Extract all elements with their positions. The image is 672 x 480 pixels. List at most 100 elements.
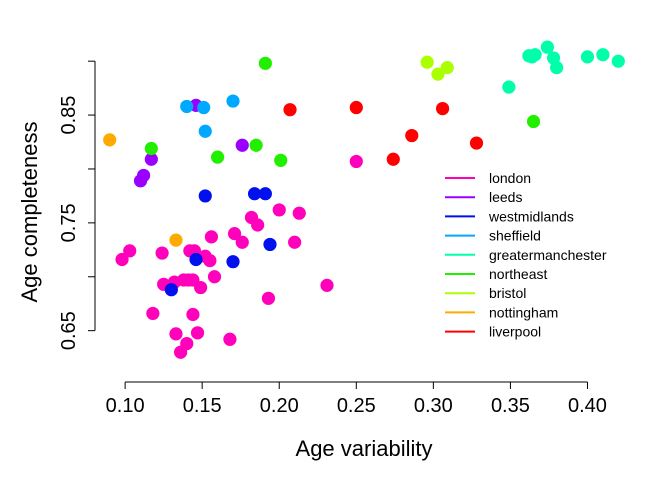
data-point <box>526 114 541 129</box>
data-point <box>320 278 334 292</box>
data-point <box>164 283 178 297</box>
data-point <box>197 100 211 115</box>
series-bristol <box>420 55 454 81</box>
data-point <box>235 138 249 152</box>
data-point <box>180 336 194 351</box>
data-point <box>189 252 203 267</box>
data-point <box>258 56 272 70</box>
data-point <box>440 61 454 75</box>
data-point <box>349 100 363 115</box>
data-point <box>137 168 151 183</box>
legend-label: greatermanchester <box>489 247 607 263</box>
x-tick-label: 0.20 <box>260 395 299 417</box>
y-tick-label: 0.85 <box>58 96 80 135</box>
data-point <box>580 50 595 64</box>
data-point <box>528 48 542 62</box>
legend-item-liverpool: liverpool <box>445 324 541 340</box>
x-tick-label: 0.15 <box>183 395 222 417</box>
data-point <box>405 128 419 143</box>
series-greatermanchester <box>502 40 625 94</box>
data-point <box>235 235 249 249</box>
legend-label: westmidlands <box>488 208 574 224</box>
data-point <box>180 99 194 114</box>
data-point <box>249 138 263 152</box>
data-point <box>123 244 137 258</box>
x-tick-label: 0.30 <box>414 395 453 417</box>
x-tick-label: 0.35 <box>491 395 530 417</box>
data-point <box>144 141 158 156</box>
data-point <box>292 206 306 220</box>
data-point <box>502 80 516 94</box>
data-point <box>469 136 484 150</box>
data-point <box>283 103 297 117</box>
data-point <box>261 291 276 305</box>
series-northeast <box>144 56 541 167</box>
data-point <box>103 133 117 147</box>
data-point <box>115 252 129 267</box>
data-point <box>227 227 242 241</box>
legend-label: liverpool <box>489 324 541 340</box>
data-point <box>272 203 286 217</box>
data-point <box>146 306 160 321</box>
data-point <box>386 152 400 166</box>
series-london <box>115 154 363 359</box>
legend-item-london: london <box>445 170 531 186</box>
data-point <box>169 233 183 247</box>
legend-item-sheffield: sheffield <box>445 228 541 244</box>
y-tick-label: 0.75 <box>58 203 80 242</box>
x-tick-label: 0.40 <box>568 395 607 417</box>
data-point <box>431 67 445 81</box>
data-point <box>226 255 240 269</box>
data-point <box>190 326 205 340</box>
x-axis-title: Age variability <box>296 436 433 461</box>
legend-item-nottingham: nottingham <box>445 304 558 320</box>
legend-label: sheffield <box>489 228 541 244</box>
x-axis: 0.10 0.15 0.20 0.25 0.30 0.35 0.40 <box>106 381 607 417</box>
legend-item-bristol: bristol <box>445 285 526 301</box>
data-point <box>144 152 158 166</box>
data-point <box>611 54 625 68</box>
data-point <box>223 332 237 346</box>
data-point <box>550 61 564 75</box>
data-point <box>226 94 240 108</box>
legend-label: leeds <box>489 189 522 205</box>
data-point <box>596 48 610 62</box>
data-point <box>274 153 288 167</box>
series-liverpool <box>283 100 484 166</box>
x-tick-label: 0.10 <box>106 395 145 417</box>
legend-item-northeast: northeast <box>445 266 547 282</box>
data-point <box>207 270 222 284</box>
y-tick-label: 0.65 <box>58 311 80 350</box>
x-tick-label: 0.25 <box>337 395 376 417</box>
y-axis-title: Age completeness <box>17 122 42 303</box>
series-nottingham <box>103 133 183 247</box>
legend: london leeds westmidlands sheffield greaterm… <box>445 170 607 340</box>
legend-item-leeds: leeds <box>445 189 522 205</box>
data-point <box>198 189 212 203</box>
data-point <box>186 307 200 322</box>
plot-area <box>103 40 625 359</box>
data-point <box>210 150 225 164</box>
data-point <box>204 230 219 244</box>
legend-item-westmidlands: westmidlands <box>445 208 574 224</box>
data-point <box>155 246 169 260</box>
data-point <box>198 124 212 138</box>
data-point <box>247 187 262 201</box>
legend-label: london <box>489 170 531 186</box>
data-point <box>288 235 302 249</box>
data-point <box>251 218 265 232</box>
series-sheffield <box>180 94 240 138</box>
y-axis: 0.65 0.75 0.85 <box>58 60 96 350</box>
legend-item-greatermanchester: greatermanchester <box>445 247 607 263</box>
data-point <box>169 327 183 341</box>
data-point <box>263 237 277 252</box>
data-point <box>194 280 208 295</box>
legend-label: northeast <box>489 266 547 282</box>
data-point <box>203 253 217 268</box>
data-point <box>540 40 555 54</box>
data-point <box>258 187 272 201</box>
series-westmidlands <box>164 187 277 297</box>
legend-label: bristol <box>489 285 526 301</box>
data-point <box>349 154 363 169</box>
